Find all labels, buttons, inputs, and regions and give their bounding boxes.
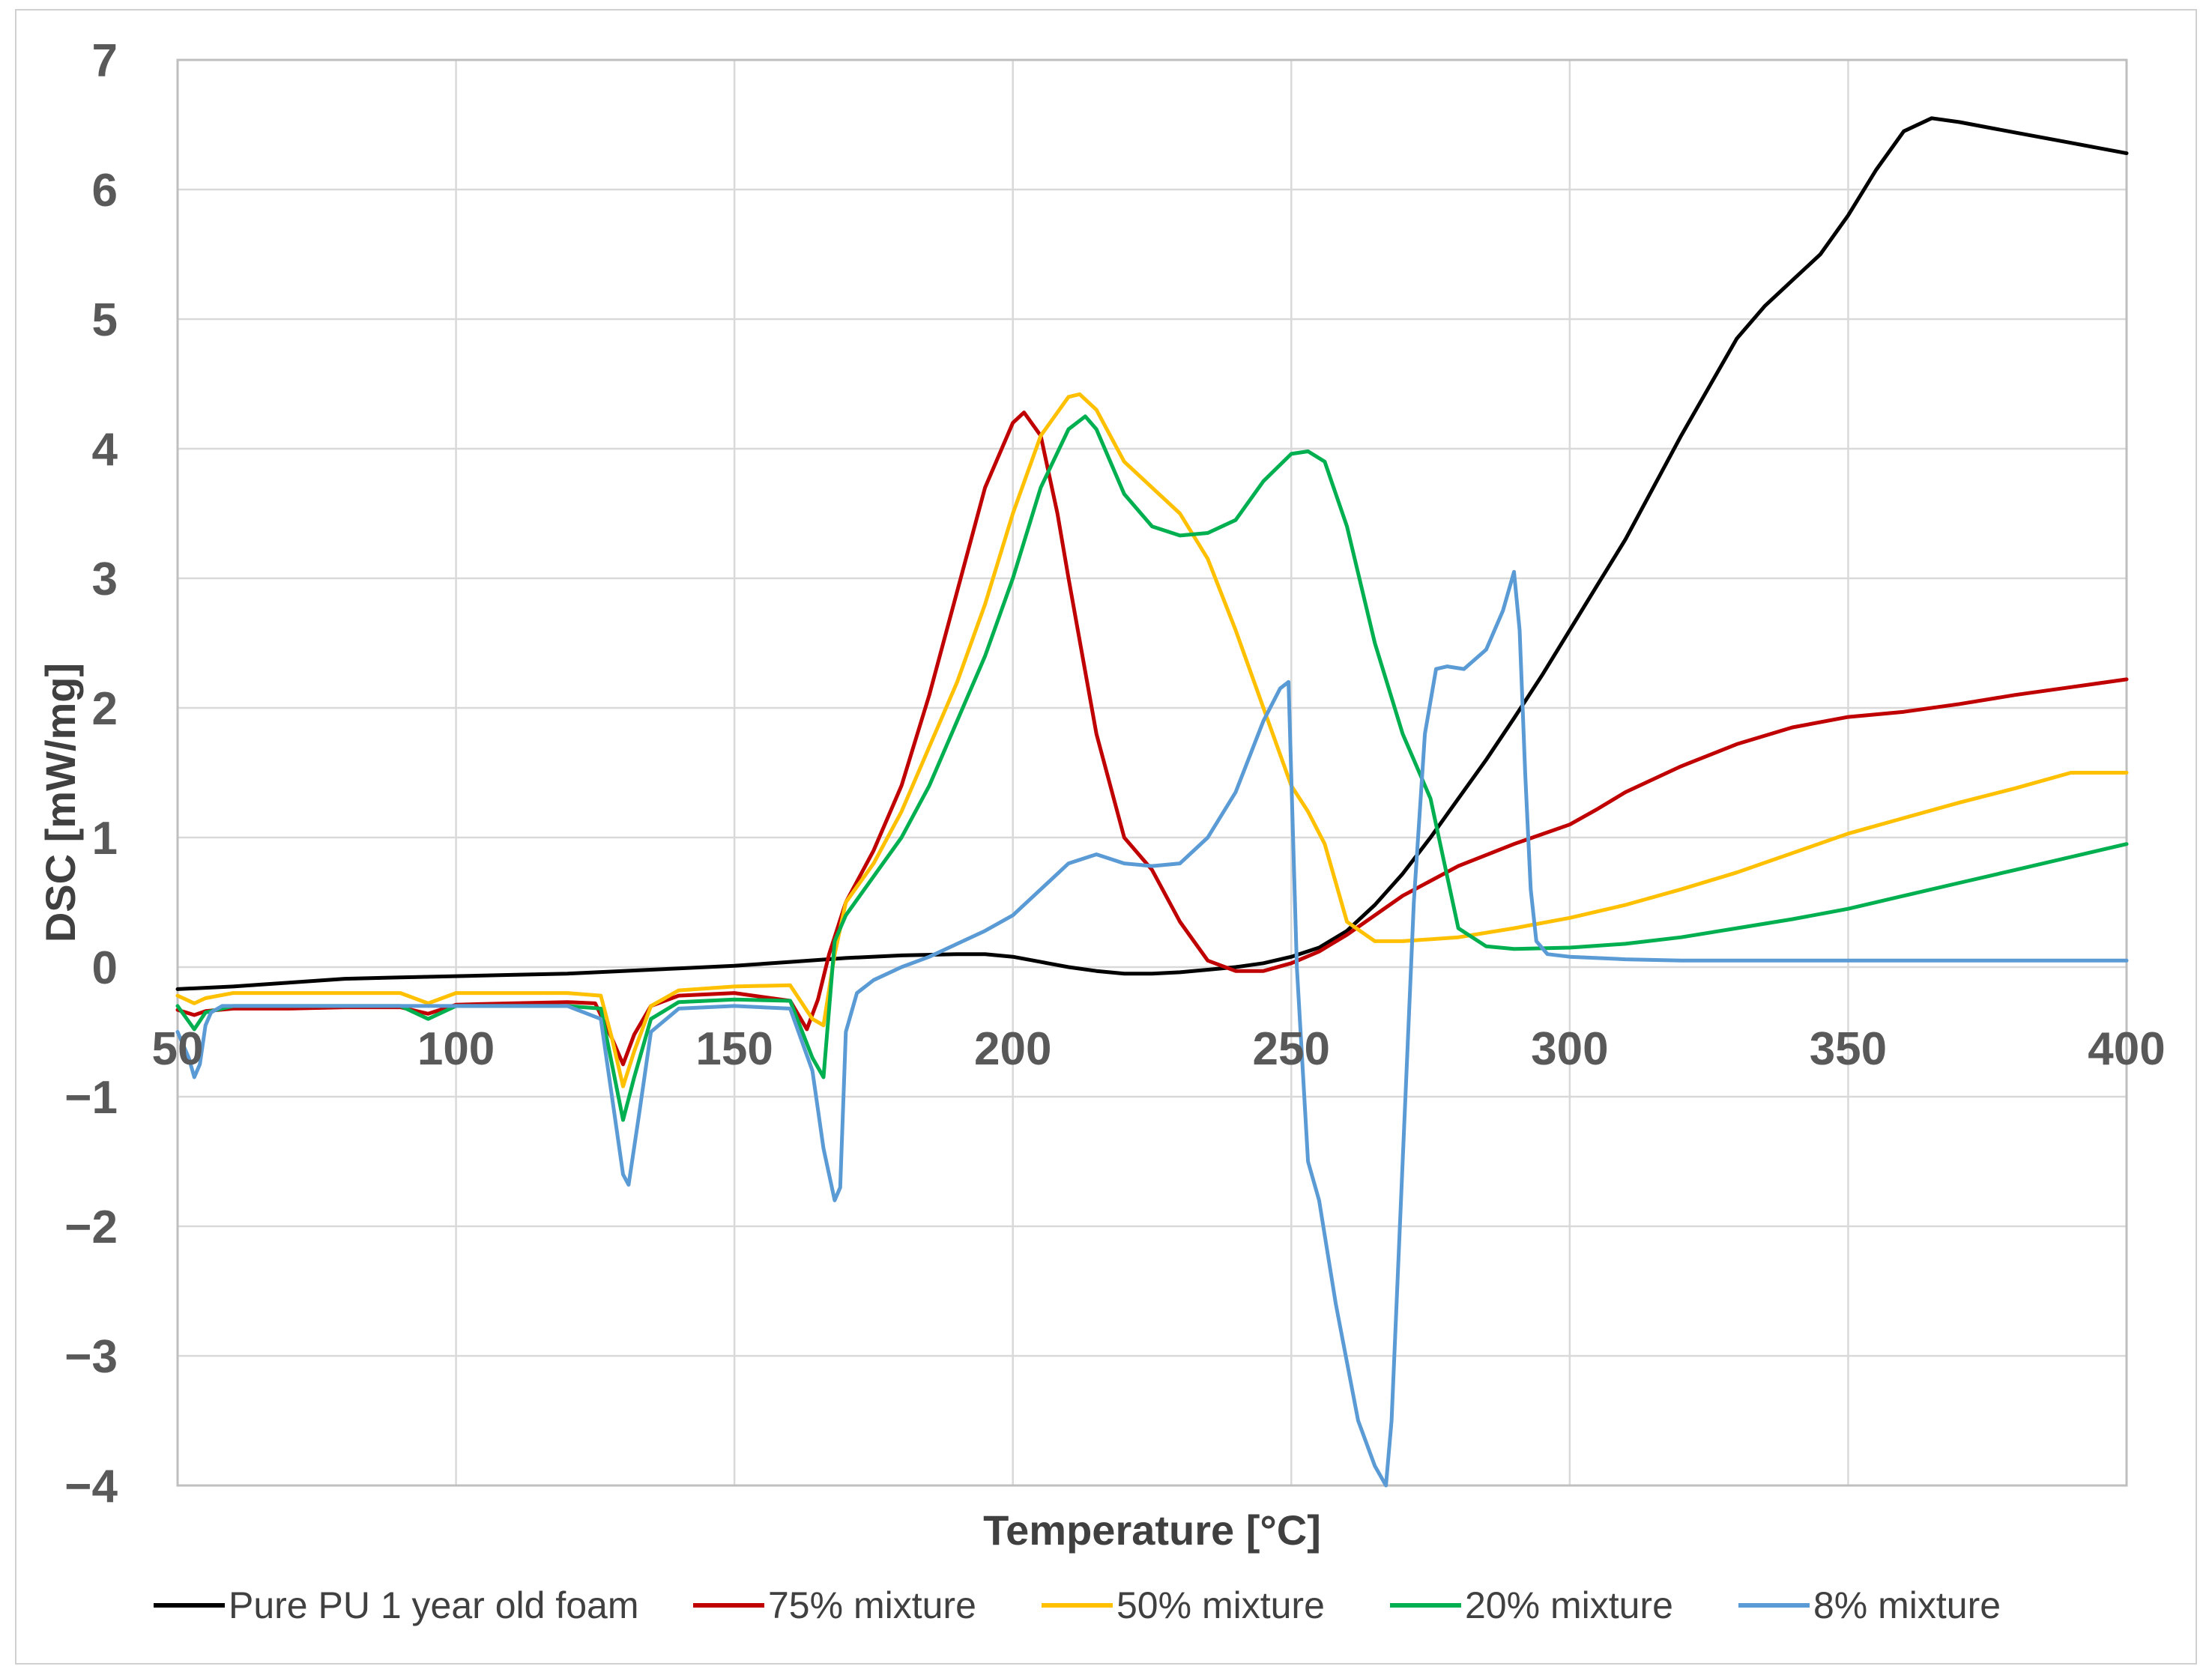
x-tick-label: 350 (1810, 1023, 1887, 1075)
series-lines (175, 116, 2129, 1488)
x-tick-label: 400 (2088, 1023, 2165, 1075)
legend-label-4: 8% mixture (1813, 1584, 2001, 1626)
y-tick-label: 3 (92, 554, 118, 605)
x-tick-label: 50 (152, 1023, 204, 1075)
gridlines (176, 58, 2128, 1487)
x-axis-title: Temperature [°C] (983, 1506, 1321, 1554)
y-tick-label: 5 (92, 294, 118, 346)
x-tick-label: 200 (974, 1023, 1051, 1075)
x-tick-label: 300 (1531, 1023, 1608, 1075)
series-line-3 (175, 414, 2129, 1122)
y-tick-label: −2 (64, 1202, 118, 1253)
x-tick-labels: 50 100 150 200 250 300 350 400 (152, 1023, 2166, 1075)
legend-label-1: 75% mixture (768, 1584, 976, 1626)
legend-label-2: 50% mixture (1116, 1584, 1325, 1626)
x-tick-label: 100 (417, 1023, 495, 1075)
series-line-2 (175, 392, 2129, 1088)
x-tick-label: 250 (1253, 1023, 1330, 1075)
y-tick-label: 2 (92, 683, 118, 735)
y-axis-title: DSC [mW/mg] (37, 663, 84, 942)
series-line-1 (175, 411, 2129, 1067)
y-tick-labels: 7 6 5 4 3 2 1 0 −1 −2 −3 −4 (64, 35, 118, 1512)
y-tick-label: 4 (92, 424, 118, 476)
plot-area-border (176, 58, 2128, 1487)
y-tick-label: 1 (92, 813, 118, 864)
y-tick-label: −4 (64, 1461, 118, 1512)
legend-label-0: Pure PU 1 year old foam (229, 1584, 639, 1626)
y-tick-label: −1 (64, 1072, 118, 1124)
x-tick-label: 150 (695, 1023, 773, 1075)
legend: Pure PU 1 year old foam 75% mixture 50% mi… (154, 1584, 2001, 1626)
series-line-0 (175, 116, 2129, 991)
y-tick-label: 7 (92, 35, 118, 87)
y-tick-label: 6 (92, 165, 118, 216)
legend-label-3: 20% mixture (1465, 1584, 1673, 1626)
y-tick-label: 0 (92, 942, 118, 994)
y-tick-label: −3 (64, 1331, 118, 1383)
series-line-4 (175, 569, 2129, 1488)
